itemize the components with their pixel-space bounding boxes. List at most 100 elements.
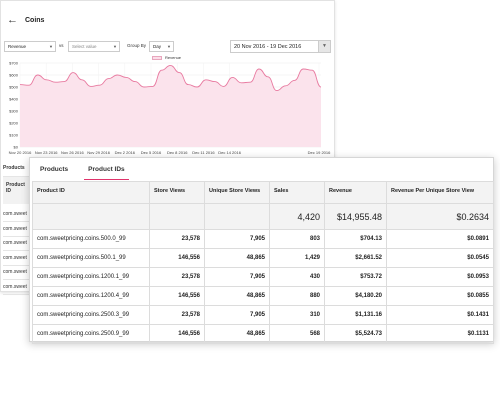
panel-header: ← Coins [7, 12, 44, 28]
y-tick-label: $300 [9, 109, 19, 114]
group-by-select-value: Day [153, 44, 162, 49]
tab-bar: Products Product IDs [30, 158, 493, 180]
column-header-product-id[interactable]: Product ID [32, 181, 150, 204]
group-by-select[interactable]: Day ▼ [149, 41, 174, 52]
revenue-per-view-cell: $0.1431 [386, 305, 494, 325]
store-views-cell: 146,556 [149, 324, 205, 344]
metric-select[interactable]: Revenue ▼ [4, 41, 56, 52]
column-header-store-views[interactable]: Store Views [149, 181, 205, 204]
sales-cell: 310 [269, 305, 325, 325]
y-tick-label: $100 [9, 133, 19, 138]
column-header-unique-store-views[interactable]: Unique Store Views [204, 181, 270, 204]
x-tick-label: Dec 14 2016 [218, 150, 241, 155]
revenue-cell: $704.13 [324, 229, 387, 249]
revenue-area [20, 65, 321, 147]
product-id-cell: com.sweetpricing.coins.500.1_99 [32, 248, 150, 268]
side-header-label: Product ID [6, 182, 25, 194]
product-id-cell: com.sweetpricing.coins.1200.4_99 [32, 286, 150, 306]
unique-store-views-cell: 48,865 [204, 286, 270, 306]
side-row-divider [3, 221, 31, 222]
revenue-cell: $753.72 [324, 267, 387, 287]
column-header-revenue-per-view[interactable]: Revenue Per Unique Store View [386, 181, 494, 204]
x-tick-label: Dec 8 2016 [167, 150, 188, 155]
legend-label: Revenue [165, 55, 182, 60]
revenue-per-view-cell: $0.0545 [386, 248, 494, 268]
table-row[interactable]: com.sweetpricing.coins.1200.1_99 23,578 7,… [32, 267, 494, 287]
total-revenue-per-view: $0.2634 [386, 203, 494, 230]
x-tick-label: Dec 5 2016 [141, 150, 162, 155]
table-row[interactable]: com.sweetpricing.coins.2500.9_99 146,556 4… [32, 324, 494, 344]
x-tick-label: Nov 20 2016 [9, 150, 32, 155]
side-table-row[interactable]: com.sweet [3, 211, 27, 217]
store-views-cell: 23,578 [149, 229, 205, 249]
legend-swatch [152, 55, 162, 60]
x-tick-label: Nov 26 2016 [61, 150, 84, 155]
side-table-row[interactable]: com.sweet [3, 225, 27, 232]
unique-store-views-cell: 7,905 [204, 229, 270, 249]
y-tick-label: $500 [9, 85, 19, 90]
x-tick-label: Dec 11 2016 [192, 150, 215, 155]
totals-row: 4,420 $14,955.48 $0.2634 [32, 203, 494, 230]
revenue-line [19, 64, 322, 92]
table-header-row: Product ID Store Views Unique Store View… [32, 181, 494, 204]
chevron-down-icon: ▼ [167, 44, 171, 49]
side-row-divider [3, 279, 31, 280]
table-row[interactable]: com.sweetpricing.coins.500.0_99 23,578 7,9… [32, 229, 494, 249]
table-row[interactable]: com.sweetpricing.coins.2500.3_99 23,578 7,… [32, 305, 494, 325]
x-tick-label: Dec 2 2016 [115, 150, 136, 155]
revenue-cell: $5,524.73 [324, 324, 387, 344]
store-views-cell: 146,556 [149, 286, 205, 306]
revenue-cell: $2,661.52 [324, 248, 387, 268]
chevron-down-icon: ▼ [49, 44, 53, 49]
y-tick-label: $0 [14, 145, 19, 150]
date-range-picker[interactable]: 20 Nov 2016 - 19 Dec 2016 ▼ [230, 40, 331, 53]
store-views-cell: 23,578 [149, 267, 205, 287]
column-header-revenue[interactable]: Revenue [324, 181, 387, 204]
revenue-per-view-cell: $0.0953 [386, 267, 494, 287]
chevron-down-icon: ▼ [113, 44, 117, 49]
side-table-row[interactable]: com.sweet [3, 240, 27, 246]
revenue-per-view-cell: $0.0855 [386, 286, 494, 306]
group-by-label: Group By [127, 43, 147, 48]
tab-product-ids[interactable]: Product IDs [78, 158, 134, 180]
revenue-per-view-cell: $0.0891 [386, 229, 494, 249]
date-range-value: 20 Nov 2016 - 19 Dec 2016 [234, 44, 302, 50]
date-range-dropdown-button[interactable]: ▼ [318, 41, 330, 52]
unique-store-views-cell: 7,905 [204, 305, 270, 325]
total-cell [204, 203, 270, 230]
compare-select[interactable]: Select value ▼ [68, 41, 120, 52]
table-row[interactable]: com.sweetpricing.coins.500.1_99 146,556 48… [32, 248, 494, 268]
total-cell [32, 203, 150, 230]
sales-cell: 803 [269, 229, 325, 249]
total-sales: 4,420 [269, 203, 325, 230]
side-table-row[interactable]: com.sweet [3, 254, 27, 261]
side-tab-products[interactable]: Products [3, 165, 25, 171]
unique-store-views-cell: 48,865 [204, 324, 270, 344]
product-ids-table: Product ID Store Views Unique Store View… [32, 181, 494, 344]
tab-products[interactable]: Products [40, 166, 69, 173]
table-row[interactable]: com.sweetpricing.coins.1200.4_99 146,556 4… [32, 286, 494, 306]
revenue-per-view-cell: $0.1131 [386, 324, 494, 344]
unique-store-views-cell: 48,865 [204, 248, 270, 268]
unique-store-views-cell: 7,905 [204, 267, 270, 287]
chart-legend[interactable]: Revenue [152, 55, 181, 60]
total-revenue: $14,955.48 [324, 203, 387, 230]
y-tick-label: $700 [9, 61, 19, 66]
side-table-row[interactable]: com.sweet [3, 283, 27, 290]
back-arrow-icon[interactable]: ← [7, 14, 18, 26]
page-title: Coins [25, 16, 45, 24]
side-row-divider [3, 293, 31, 295]
column-header-sales[interactable]: Sales [269, 181, 325, 204]
store-views-cell: 146,556 [149, 248, 205, 268]
revenue-cell: $4,180.20 [324, 286, 387, 306]
product-id-cell: com.sweetpricing.coins.2500.3_99 [32, 305, 150, 325]
y-tick-label: $200 [9, 121, 19, 126]
product-id-cell: com.sweetpricing.coins.500.0_99 [32, 229, 150, 249]
revenue-cell: $1,131.16 [324, 305, 387, 325]
x-tick-label: Nov 23 2016 [35, 150, 58, 155]
y-tick-label: $600 [9, 73, 19, 78]
side-table-row[interactable]: com.sweet [3, 269, 27, 275]
product-id-cell: com.sweetpricing.coins.2500.9_99 [32, 324, 150, 344]
chevron-down-icon: ▼ [322, 43, 327, 49]
sales-cell: 430 [269, 267, 325, 287]
